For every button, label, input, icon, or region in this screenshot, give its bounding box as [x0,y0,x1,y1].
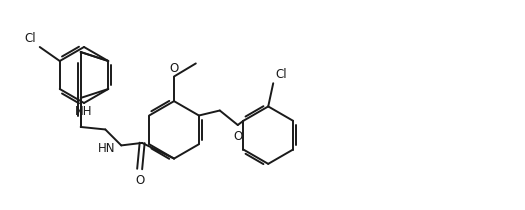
Text: O: O [234,130,243,143]
Text: HN: HN [98,142,116,155]
Text: O: O [135,174,144,187]
Text: Cl: Cl [24,32,36,45]
Text: NH: NH [75,105,92,118]
Text: Cl: Cl [276,68,287,81]
Text: O: O [170,62,179,75]
